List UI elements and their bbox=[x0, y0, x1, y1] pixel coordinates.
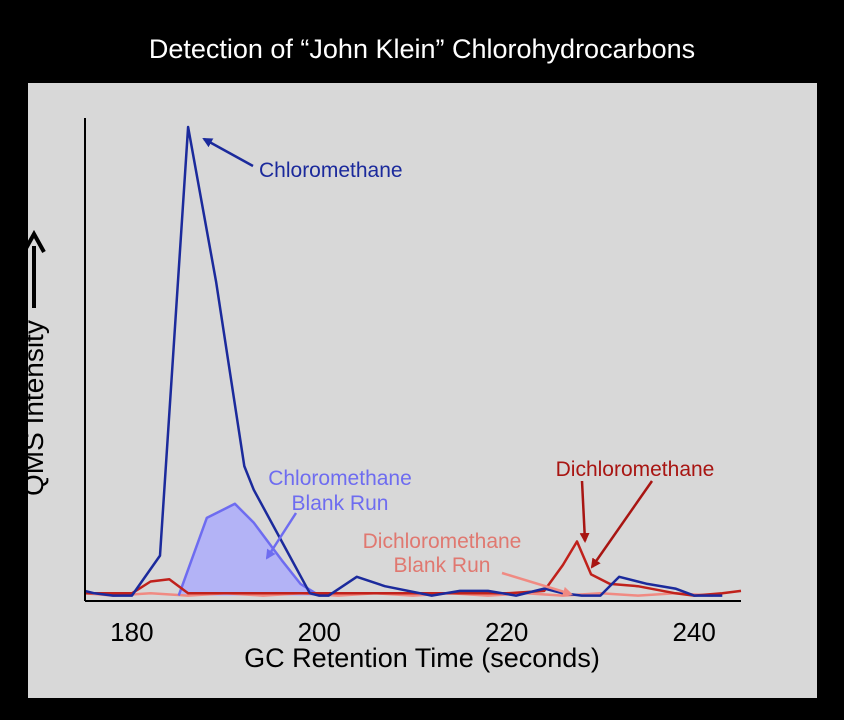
x-tick-label: 220 bbox=[485, 617, 528, 647]
series-line-chloromethane bbox=[84, 125, 723, 597]
y-axis-label: QMS Intensity bbox=[18, 320, 49, 496]
chart-title: Detection of “John Klein” Chlorohydrocar… bbox=[148, 34, 696, 64]
annotation-arrow-dichloromethane-1 bbox=[579, 480, 590, 543]
annotation-arrow-chloromethane bbox=[202, 137, 254, 168]
series-area-chloromethane-blank bbox=[178, 503, 320, 596]
series-layer bbox=[84, 125, 742, 597]
annotation-chloromethane-blank-line2: Blank Run bbox=[292, 492, 389, 515]
annotation-arrow-dichloromethane-2 bbox=[590, 480, 654, 569]
annotation-chloromethane: Chloromethane bbox=[259, 159, 403, 182]
chart-plot: 180 200 220 240 Chloromethane Chloromethane… bbox=[84, 118, 742, 647]
annotation-dichloromethane: Dichloromethane bbox=[556, 458, 715, 481]
x-tick-label: 200 bbox=[298, 617, 341, 647]
x-tick-label: 180 bbox=[110, 617, 153, 647]
y-axis-label-group: QMS Intensity bbox=[18, 230, 50, 496]
x-axis-label: GC Retention Time (seconds) bbox=[244, 643, 600, 673]
annotation-chloromethane-blank-line1: Chloromethane bbox=[268, 467, 412, 490]
annotation-arrow-dichloromethane-blank bbox=[501, 571, 573, 597]
series-line-chloromethane-blank bbox=[177, 502, 320, 597]
annotation-arrow-chloromethane-blank bbox=[265, 512, 298, 560]
annotation-dichloromethane-blank-line1: Dichloromethane bbox=[363, 530, 522, 553]
x-tick-label: 240 bbox=[672, 617, 715, 647]
chart-panel: 180 200 220 240 Chloromethane Chloromethane… bbox=[28, 83, 817, 698]
annotation-dichloromethane-blank-line2: Blank Run bbox=[394, 554, 491, 577]
series-line-dichloromethane bbox=[85, 540, 742, 597]
up-arrow-icon bbox=[22, 230, 46, 309]
x-tick-labels: 180 200 220 240 bbox=[110, 617, 716, 647]
